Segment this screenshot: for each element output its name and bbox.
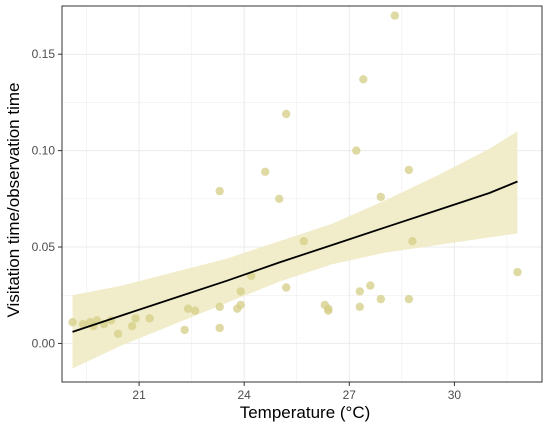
data-point [376, 192, 385, 202]
y-axis-title: Visitation time/observation time [4, 83, 23, 318]
axis-ticks: 21 24 27 30 0.00 0.05 0.10 0.15 [32, 47, 462, 402]
data-point [275, 194, 284, 203]
data-point [282, 109, 291, 119]
panel-border [61, 5, 543, 383]
data-point [404, 165, 414, 175]
data-point [127, 321, 137, 331]
data-point [131, 314, 140, 323]
data-point [359, 75, 368, 84]
grid-lines [62, 6, 542, 382]
data-point [299, 237, 308, 246]
y-tick-label: 0.15 [32, 47, 56, 61]
data-point [236, 287, 245, 296]
data-point [145, 314, 154, 323]
x-tick-label: 24 [238, 388, 252, 402]
x-tick-label: 27 [343, 388, 357, 402]
data-point [513, 267, 522, 277]
data-point [215, 186, 224, 196]
data-point [261, 167, 270, 176]
y-tick-label: 0.10 [32, 144, 56, 158]
y-tick-label: 0.00 [32, 336, 56, 350]
data-point [352, 146, 361, 155]
regression-line-path [72, 180, 518, 333]
regression-line [72, 180, 518, 333]
data-point [215, 302, 224, 311]
data-point [215, 323, 224, 333]
data-point [324, 304, 333, 313]
data-point [355, 287, 364, 296]
data-point [113, 329, 123, 338]
data-point [404, 294, 414, 304]
data-point [78, 320, 88, 329]
data-points [68, 11, 522, 338]
data-point [190, 306, 200, 315]
data-point [390, 11, 399, 20]
data-point [68, 318, 77, 327]
data-point [183, 304, 193, 313]
y-tick-label: 0.05 [32, 240, 56, 254]
data-point [408, 237, 417, 246]
data-point [180, 325, 189, 335]
data-point [376, 294, 385, 304]
data-point [236, 300, 245, 310]
confidence-band [72, 131, 518, 369]
confidence-band-area [72, 131, 518, 369]
x-axis-title: Temperature (°C) [240, 403, 371, 422]
x-tick-label: 30 [448, 388, 462, 402]
data-point [355, 302, 364, 311]
data-point [282, 283, 291, 292]
x-tick-label: 21 [132, 388, 146, 402]
data-point [366, 281, 375, 290]
